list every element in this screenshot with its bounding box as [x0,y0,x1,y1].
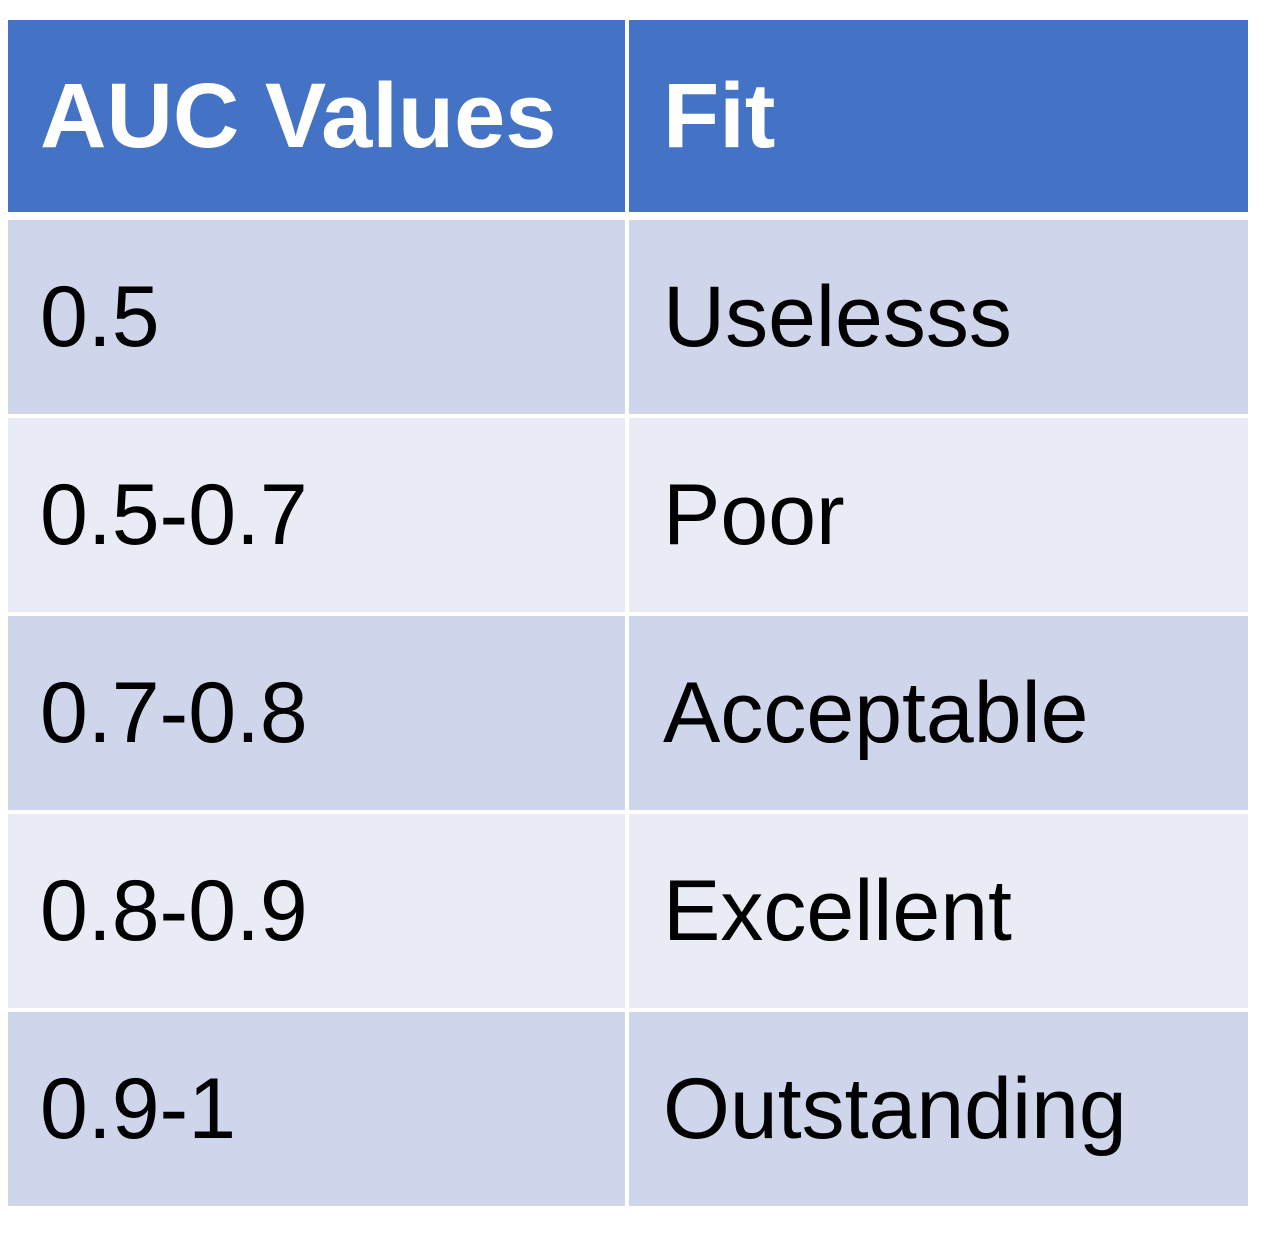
header-auc-values: AUC Values [8,20,625,212]
header-fit: Fit [629,20,1248,212]
row-1-fit: Uselesss [629,220,1248,414]
row-2-fit: Poor [629,418,1248,612]
header-divider [8,212,1248,220]
row-4-fit: Excellent [629,814,1248,1008]
auc-fit-table: AUC Values Fit 0.5 Uselesss 0.5-0.7 Poor… [8,20,1248,1206]
row-5-fit: Outstanding [629,1012,1248,1206]
row-3-fit: Acceptable [629,616,1248,810]
row-1-auc: 0.5 [8,220,625,414]
row-4-auc: 0.8-0.9 [8,814,625,1008]
row-3-auc: 0.7-0.8 [8,616,625,810]
row-2-auc: 0.5-0.7 [8,418,625,612]
row-5-auc: 0.9-1 [8,1012,625,1206]
